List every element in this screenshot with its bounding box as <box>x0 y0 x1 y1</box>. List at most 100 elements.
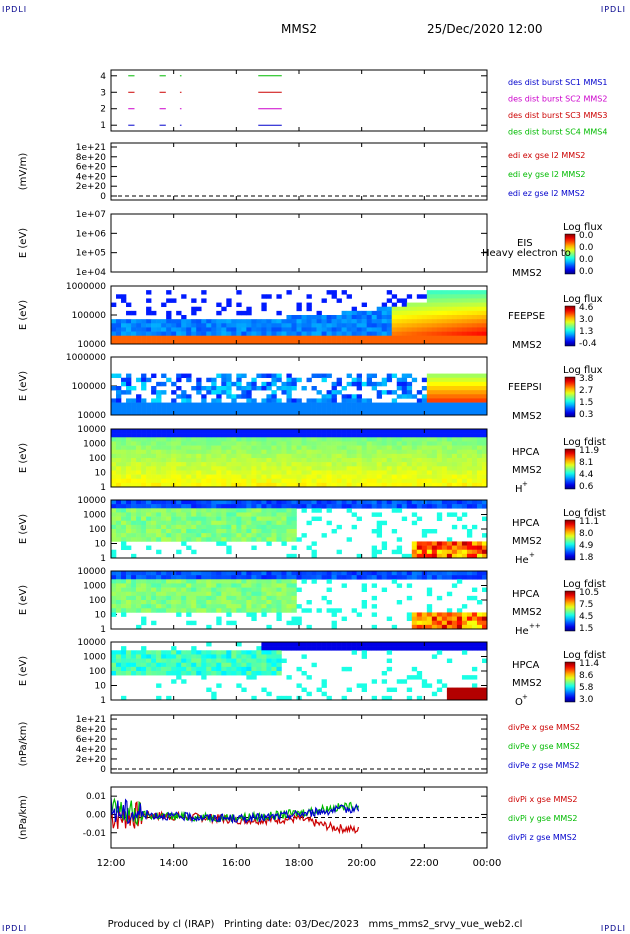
heatmap-cell <box>476 549 483 555</box>
heatmap-cell <box>126 608 132 613</box>
heatmap-cell <box>251 608 257 613</box>
heatmap-cell <box>301 445 307 451</box>
heatmap-cell <box>471 445 478 451</box>
heatmap-cell <box>116 533 122 538</box>
heatmap-cell <box>176 587 182 593</box>
heatmap-cell <box>451 394 458 399</box>
heatmap-cell <box>301 433 307 438</box>
heatmap-cell <box>301 482 307 488</box>
heatmap-cell <box>226 662 232 668</box>
heatmap-cell <box>156 595 162 601</box>
heatmap-cell <box>251 575 257 580</box>
heatmap-cell <box>241 437 247 442</box>
heatmap-cell <box>261 462 267 467</box>
colorbar-tick: 3.0 <box>579 695 594 705</box>
heatmap-cell <box>186 470 192 475</box>
heatmap-cell <box>196 327 202 332</box>
y-tick-label: 10 <box>95 469 107 479</box>
heatmap-cell <box>361 571 367 576</box>
heatmap-cell <box>441 449 448 455</box>
heatmap-cell <box>171 575 177 580</box>
heatmap-cell <box>386 373 393 379</box>
heatmap-cell <box>211 583 217 588</box>
heatmap-cell <box>211 529 217 534</box>
heatmap-cell <box>406 310 413 316</box>
heatmap-cell <box>171 516 177 522</box>
heatmap-cell <box>396 315 403 320</box>
heatmap-cell <box>311 315 317 320</box>
heatmap-cell <box>146 658 152 664</box>
heatmap-cell <box>356 319 362 324</box>
heatmap-cell <box>111 504 117 509</box>
heatmap-cell <box>466 445 473 451</box>
heatmap-cell <box>141 466 147 471</box>
heatmap-cell <box>426 377 433 383</box>
heatmap-cell <box>306 470 312 475</box>
heatmap-cell <box>446 470 453 475</box>
heatmap-cell <box>376 533 383 538</box>
heatmap-cell <box>396 402 403 408</box>
heatmap-cell <box>171 323 177 328</box>
heatmap-cell <box>251 545 257 551</box>
heatmap-cell <box>231 666 237 672</box>
instrument-label: FEEPSE <box>508 311 545 322</box>
heatmap-cell <box>431 691 438 697</box>
heatmap-cell <box>376 331 383 337</box>
heatmap-cell <box>131 323 137 328</box>
heatmap-cell <box>111 453 117 459</box>
heatmap-cell <box>111 445 117 451</box>
heatmap-cell <box>311 500 317 505</box>
heatmap-cell <box>176 529 182 534</box>
legend-entry: divPe x gse MMS2 <box>508 723 580 732</box>
heatmap-cell <box>421 458 428 463</box>
heatmap-cell <box>266 533 272 538</box>
heatmap-cell <box>216 575 222 580</box>
heatmap-cell <box>296 327 302 332</box>
heatmap-cell <box>126 571 132 576</box>
heatmap-cell <box>226 482 232 488</box>
heatmap-cell <box>161 466 167 471</box>
heatmap-cell <box>406 339 413 345</box>
heatmap-cell <box>386 646 393 651</box>
heatmap-cell <box>156 466 162 471</box>
heatmap-cell <box>241 504 247 509</box>
heatmap-cell <box>136 398 142 403</box>
heatmap-cell <box>421 377 428 383</box>
heatmap-cell <box>226 516 232 522</box>
heatmap-cell <box>471 545 478 551</box>
heatmap-cell <box>126 449 132 455</box>
heatmap-cell <box>331 571 337 576</box>
heatmap-cell <box>116 512 122 517</box>
heatmap-cell <box>456 616 463 622</box>
heatmap-cell <box>136 394 142 399</box>
heatmap-cell <box>436 620 443 626</box>
heatmap-cell <box>146 662 152 668</box>
heatmap-cell <box>346 335 352 341</box>
heatmap-cell <box>281 587 287 593</box>
heatmap-cell <box>261 504 267 509</box>
heatmap-cell <box>466 675 473 680</box>
heatmap-cell <box>136 327 142 332</box>
heatmap-cell <box>276 310 282 316</box>
heatmap-cell <box>426 529 433 534</box>
heatmap-cell <box>436 433 443 438</box>
heatmap-cell <box>206 402 212 408</box>
species-charge: ++ <box>529 622 541 630</box>
heatmap-cell <box>256 327 262 332</box>
heatmap-cell <box>316 335 322 341</box>
heatmap-cell <box>141 453 147 459</box>
heatmap-cell <box>456 612 463 617</box>
heatmap-cell <box>116 331 122 337</box>
heatmap-cell <box>216 591 222 597</box>
heatmap-cell <box>391 437 398 442</box>
heatmap-cell <box>361 466 367 471</box>
heatmap-cell <box>191 331 197 337</box>
heatmap-cell <box>116 587 122 593</box>
heatmap-cell <box>196 650 202 655</box>
heatmap-cell <box>296 646 302 651</box>
heatmap-cell <box>216 402 222 408</box>
y-tick-label: 1e+07 <box>76 210 106 220</box>
heatmap-cell <box>271 529 277 534</box>
heatmap-cell <box>456 294 463 299</box>
heatmap-cell <box>281 319 287 324</box>
